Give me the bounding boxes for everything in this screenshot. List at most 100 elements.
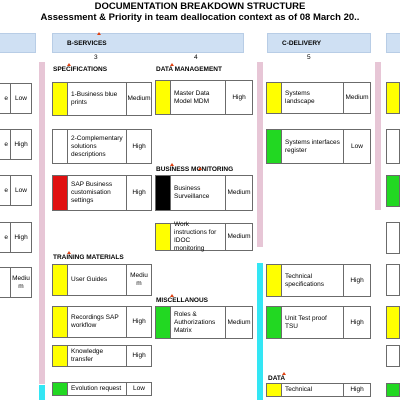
priority-level: Mediu m xyxy=(12,274,30,290)
doc-card-idoc-monitoring[interactable]: Work instructions for IDOC monitoring Me… xyxy=(155,221,253,252)
priority-swatch xyxy=(53,383,68,395)
doc-card-business-blueprints[interactable]: 1-Business blue prints Medium xyxy=(52,82,152,116)
doc-card-business-surveillance[interactable]: Business Surveillance Medium xyxy=(155,175,253,211)
category-miscellaneous: MISCELLANOUS xyxy=(156,294,208,304)
priority-swatch xyxy=(156,307,171,338)
column-number: 5 xyxy=(307,54,311,61)
doc-card-systems-interfaces[interactable]: Systems interfaces register Low xyxy=(266,129,371,164)
priority-level: High xyxy=(14,140,28,148)
doc-card-evolution-request[interactable]: Evolution request Low xyxy=(52,382,152,396)
section-band-left xyxy=(0,33,36,53)
priority-swatch xyxy=(386,345,400,367)
doc-card-roles-authorizations[interactable]: Roles & Authorizations Matrix Medium xyxy=(155,306,253,339)
item-label: e xyxy=(0,223,11,252)
marker-icon xyxy=(198,167,202,170)
section-band-c-delivery: C-DELIVERY xyxy=(267,33,371,53)
priority-swatch xyxy=(386,175,400,207)
marker-icon xyxy=(97,32,101,35)
card-label: Recordings SAP workflow xyxy=(68,307,127,337)
item-label: e xyxy=(0,84,11,113)
priority-swatch xyxy=(386,222,400,254)
column-number: 4 xyxy=(194,54,198,61)
card-label: Business Surveillance xyxy=(171,176,226,210)
card-label: Evolution request xyxy=(68,383,127,395)
list-item[interactable]: e High xyxy=(0,129,32,160)
doc-card-technical-data[interactable]: Technical High xyxy=(266,383,371,397)
category-data: DATA xyxy=(268,372,287,382)
list-item[interactable]: e Low xyxy=(0,83,32,114)
card-label: 2-Complementary solutions descriptions xyxy=(68,130,127,163)
category-training-materials: TRAINING MATERIALS xyxy=(53,251,124,261)
priority-swatch xyxy=(53,130,68,163)
doc-card-technical-specs[interactable]: Technical specifications High xyxy=(266,264,371,297)
page-subtitle: Assessment & Priority in team deallocati… xyxy=(40,12,360,23)
divider-bar xyxy=(375,62,381,210)
doc-card-recordings-sap[interactable]: Recordings SAP workflow High xyxy=(52,306,152,338)
section-band-right xyxy=(386,33,400,53)
priority-level: Mediu m xyxy=(130,272,148,287)
item-label xyxy=(0,268,11,297)
priority-level: High xyxy=(350,386,364,393)
priority-swatch xyxy=(267,307,282,338)
list-item[interactable]: Mediu m xyxy=(0,267,32,298)
priority-level: Medium xyxy=(227,318,251,326)
priority-level: Low xyxy=(351,142,363,150)
priority-swatch xyxy=(386,82,400,114)
divider-bar xyxy=(39,62,45,384)
priority-level: Medium xyxy=(345,94,369,101)
priority-level: High xyxy=(132,352,146,359)
card-label: Work instructions for IDOC monitoring xyxy=(171,221,226,252)
card-label: Systems landscape xyxy=(282,83,344,113)
doc-card-systems-landscape[interactable]: Systems landscape Medium xyxy=(266,82,371,114)
category-specifications: SPECIFICATIONS xyxy=(53,63,108,73)
card-label: Roles & Authorizations Matrix xyxy=(171,307,226,338)
list-item[interactable]: e Low xyxy=(0,175,32,206)
priority-level: High xyxy=(232,93,246,101)
priority-level: Medium xyxy=(227,233,251,240)
card-label: Technical xyxy=(282,384,344,396)
priority-swatch xyxy=(386,264,400,296)
divider-bar xyxy=(39,385,45,400)
priority-swatch xyxy=(386,383,400,397)
priority-swatch xyxy=(53,265,68,295)
page-title: DOCUMENTATION BREAKDOWN STRUCTURE xyxy=(94,1,306,12)
priority-swatch xyxy=(156,176,171,210)
doc-card-unit-test[interactable]: Unit Test proof TSU High xyxy=(266,306,371,339)
doc-card-user-guides[interactable]: User Guides Mediu m xyxy=(52,264,152,296)
category-data-management: DATA MANAGEMENT xyxy=(156,63,222,73)
priority-level: High xyxy=(350,318,364,326)
priority-swatch xyxy=(53,346,68,366)
priority-swatch xyxy=(267,384,282,396)
priority-level: Medium xyxy=(227,189,251,196)
item-label: e xyxy=(0,130,11,159)
priority-swatch xyxy=(156,81,171,114)
doc-card-complementary[interactable]: 2-Complementary solutions descriptions H… xyxy=(52,129,152,164)
priority-swatch xyxy=(267,130,282,163)
section-band-b-services: B-SERVICES xyxy=(52,33,244,53)
card-label: 1-Business blue prints xyxy=(68,83,127,115)
doc-card-master-data-model[interactable]: Master Data Model MDM High xyxy=(155,80,253,115)
priority-swatch xyxy=(53,307,68,337)
card-label: SAP Business customisation settings xyxy=(68,176,127,210)
priority-swatch xyxy=(386,129,400,164)
divider-bar xyxy=(257,263,263,400)
list-item[interactable]: e High xyxy=(0,222,32,253)
card-label: Technical specifications xyxy=(282,265,344,296)
priority-level: Medium xyxy=(127,95,151,102)
priority-level: Low xyxy=(15,186,27,194)
column-number: 3 xyxy=(94,54,98,61)
category-business-monitoring: BUSINESS MONITORING xyxy=(156,163,234,173)
card-label: Knowledge transfer xyxy=(68,346,127,366)
divider-bar xyxy=(257,62,263,247)
priority-swatch xyxy=(386,306,400,339)
card-label: Unit Test proof TSU xyxy=(282,307,344,338)
item-label: e xyxy=(0,176,11,205)
doc-card-sap-customisation[interactable]: SAP Business customisation settings High xyxy=(52,175,152,211)
doc-card-knowledge-transfer[interactable]: Knowledge transfer High xyxy=(52,345,152,367)
priority-swatch xyxy=(267,265,282,296)
priority-swatch xyxy=(53,83,68,115)
priority-level: Low xyxy=(133,385,145,392)
priority-swatch xyxy=(267,83,282,113)
priority-swatch xyxy=(53,176,68,210)
card-label: Systems interfaces register xyxy=(282,130,344,163)
